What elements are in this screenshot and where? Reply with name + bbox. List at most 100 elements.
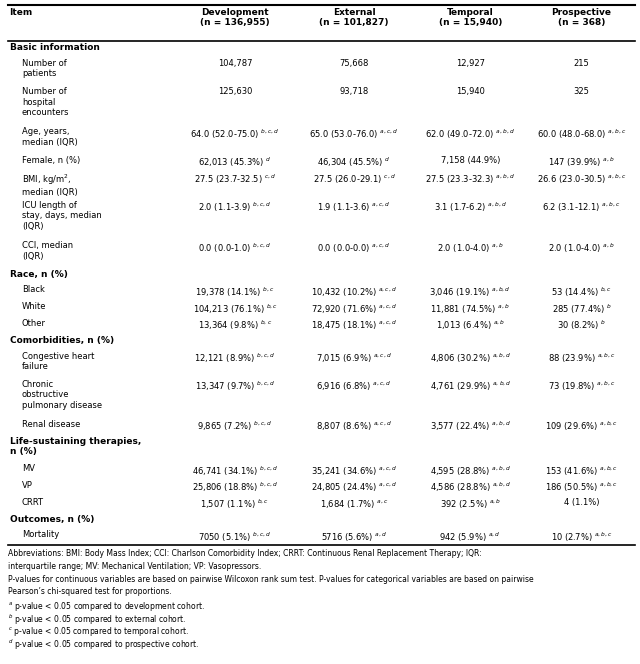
Text: 27.5 (23.3-32.3) $^{a,b,d}$: 27.5 (23.3-32.3) $^{a,b,d}$	[425, 173, 515, 186]
Text: 25,806 (18.8%) $^{b,c,d}$: 25,806 (18.8%) $^{b,c,d}$	[192, 481, 278, 495]
Text: 65.0 (53.0-76.0) $^{a,c,d}$: 65.0 (53.0-76.0) $^{a,c,d}$	[310, 127, 399, 141]
Text: MV: MV	[22, 464, 35, 473]
Text: 0.0 (0.0-0.0) $^{a,c,d}$: 0.0 (0.0-0.0) $^{a,c,d}$	[317, 241, 391, 254]
Text: 10,432 (10.2%) $^{a,c,d}$: 10,432 (10.2%) $^{a,c,d}$	[311, 286, 397, 299]
Text: BMI, kg/m$^{2}$,
median (IQR): BMI, kg/m$^{2}$, median (IQR)	[22, 173, 77, 197]
Text: Other: Other	[22, 319, 46, 328]
Text: Female, n (%): Female, n (%)	[22, 156, 80, 165]
Text: 18,475 (18.1%) $^{a,c,d}$: 18,475 (18.1%) $^{a,c,d}$	[311, 319, 397, 333]
Text: 27.5 (23.7-32.5) $^{c,d}$: 27.5 (23.7-32.5) $^{c,d}$	[194, 173, 276, 186]
Text: ICU length of
stay, days, median
(IQR): ICU length of stay, days, median (IQR)	[22, 201, 102, 231]
Text: 75,668: 75,668	[340, 58, 369, 68]
Text: P-values for continuous variables are based on pairwise Wilcoxon rank sum test. : P-values for continuous variables are ba…	[8, 574, 533, 584]
Text: 9,865 (7.2%) $^{b,c,d}$: 9,865 (7.2%) $^{b,c,d}$	[197, 420, 273, 434]
Text: Comorbidities, n (%): Comorbidities, n (%)	[10, 336, 114, 345]
Text: 4 (1.1%): 4 (1.1%)	[564, 498, 599, 507]
Text: Life-sustaining therapies,
n (%): Life-sustaining therapies, n (%)	[10, 437, 141, 456]
Text: 30 (8.2%) $^{b}$: 30 (8.2%) $^{b}$	[557, 319, 606, 333]
Text: CCI, median
(IQR): CCI, median (IQR)	[22, 241, 73, 260]
Text: $^{a}$ p-value < 0.05 compared to development cohort.: $^{a}$ p-value < 0.05 compared to develo…	[8, 600, 205, 613]
Text: 27.5 (26.0-29.1) $^{c,d}$: 27.5 (26.0-29.1) $^{c,d}$	[313, 173, 396, 186]
Text: 186 (50.5%) $^{a,b,c}$: 186 (50.5%) $^{a,b,c}$	[545, 481, 618, 495]
Text: 13,347 (9.7%) $^{b,c,d}$: 13,347 (9.7%) $^{b,c,d}$	[195, 380, 275, 393]
Text: 125,630: 125,630	[218, 87, 252, 96]
Text: 62,013 (45.3%) $^{d}$: 62,013 (45.3%) $^{d}$	[198, 156, 272, 169]
Text: External
(n = 101,827): External (n = 101,827)	[319, 8, 389, 27]
Text: Abbreviations: BMI: Body Mass Index; CCI: Charlson Comorbidity Index; CRRT: Cont: Abbreviations: BMI: Body Mass Index; CCI…	[8, 549, 481, 558]
Text: 72,920 (71.6%) $^{a,c,d}$: 72,920 (71.6%) $^{a,c,d}$	[311, 302, 397, 315]
Text: Basic information: Basic information	[10, 43, 99, 52]
Text: 19,378 (14.1%) $^{b,c}$: 19,378 (14.1%) $^{b,c}$	[195, 286, 275, 299]
Text: 6,916 (6.8%) $^{a,c,d}$: 6,916 (6.8%) $^{a,c,d}$	[316, 380, 392, 393]
Text: Item: Item	[10, 8, 33, 17]
Text: 104,787: 104,787	[218, 58, 252, 68]
Text: Outcomes, n (%): Outcomes, n (%)	[10, 515, 94, 524]
Text: Prospective
(n = 368): Prospective (n = 368)	[552, 8, 612, 27]
Text: 1,507 (1.1%) $^{b,c}$: 1,507 (1.1%) $^{b,c}$	[200, 498, 269, 511]
Text: 8,807 (8.6%) $^{a,c,d}$: 8,807 (8.6%) $^{a,c,d}$	[316, 420, 392, 434]
Text: 7050 (5.1%) $^{b,c,d}$: 7050 (5.1%) $^{b,c,d}$	[198, 531, 271, 544]
Text: 285 (77.4%) $^{b}$: 285 (77.4%) $^{b}$	[552, 302, 611, 315]
Text: 215: 215	[573, 58, 589, 68]
Text: 109 (29.6%) $^{a,b,c}$: 109 (29.6%) $^{a,b,c}$	[545, 420, 618, 434]
Text: 26.6 (23.0-30.5) $^{a,b,c}$: 26.6 (23.0-30.5) $^{a,b,c}$	[537, 173, 627, 186]
Text: 4,595 (28.8%) $^{a,b,d}$: 4,595 (28.8%) $^{a,b,d}$	[430, 464, 511, 477]
Text: 88 (23.9%) $^{a,b,c}$: 88 (23.9%) $^{a,b,c}$	[548, 351, 616, 365]
Text: 147 (39.9%) $^{a,b}$: 147 (39.9%) $^{a,b}$	[548, 156, 615, 169]
Text: Number of
patients: Number of patients	[22, 58, 67, 78]
Text: 942 (5.9%) $^{a,d}$: 942 (5.9%) $^{a,d}$	[440, 531, 501, 544]
Text: 12,927: 12,927	[456, 58, 484, 68]
Text: 104,213 (76.1%) $^{b,c}$: 104,213 (76.1%) $^{b,c}$	[193, 302, 278, 315]
Text: 2.0 (1.0-4.0) $^{a,b}$: 2.0 (1.0-4.0) $^{a,b}$	[548, 241, 615, 254]
Text: Number of
hospital
encounters: Number of hospital encounters	[22, 87, 69, 117]
Text: CRRT: CRRT	[22, 498, 44, 507]
Text: $^{c}$ p-value < 0.05 compared to temporal cohort.: $^{c}$ p-value < 0.05 compared to tempor…	[8, 625, 188, 638]
Text: Development
(n = 136,955): Development (n = 136,955)	[200, 8, 270, 27]
Text: 53 (14.4%) $^{b,c}$: 53 (14.4%) $^{b,c}$	[551, 286, 612, 299]
Text: Mortality: Mortality	[22, 531, 59, 539]
Text: Race, n (%): Race, n (%)	[10, 270, 67, 279]
Text: Black: Black	[22, 286, 45, 294]
Text: Renal disease: Renal disease	[22, 420, 80, 429]
Text: 4,806 (30.2%) $^{a,b,d}$: 4,806 (30.2%) $^{a,b,d}$	[429, 351, 511, 365]
Text: 4,586 (28.8%) $^{a,b,d}$: 4,586 (28.8%) $^{a,b,d}$	[429, 481, 511, 495]
Text: 62.0 (49.0-72.0) $^{a,b,d}$: 62.0 (49.0-72.0) $^{a,b,d}$	[425, 127, 515, 141]
Text: 15,940: 15,940	[456, 87, 484, 96]
Text: 3.1 (1.7-6.2) $^{a,b,d}$: 3.1 (1.7-6.2) $^{a,b,d}$	[434, 201, 507, 214]
Text: 7,158 (44.9%): 7,158 (44.9%)	[440, 156, 500, 165]
Text: 392 (2.5%) $^{a,b}$: 392 (2.5%) $^{a,b}$	[440, 498, 501, 511]
Text: 3,046 (19.1%) $^{a,b,d}$: 3,046 (19.1%) $^{a,b,d}$	[429, 286, 511, 299]
Text: 2.0 (1.0-4.0) $^{a,b}$: 2.0 (1.0-4.0) $^{a,b}$	[436, 241, 504, 254]
Text: VP: VP	[22, 481, 33, 490]
Text: 10 (2.7%) $^{a,b,c}$: 10 (2.7%) $^{a,b,c}$	[550, 531, 612, 544]
Text: Age, years,
median (IQR): Age, years, median (IQR)	[22, 127, 77, 147]
Text: 11,881 (74.5%) $^{a,b}$: 11,881 (74.5%) $^{a,b}$	[430, 302, 510, 315]
Text: 0.0 (0.0-1.0) $^{b,c,d}$: 0.0 (0.0-1.0) $^{b,c,d}$	[198, 241, 272, 254]
Text: 60.0 (48.0-68.0) $^{a,b,c}$: 60.0 (48.0-68.0) $^{a,b,c}$	[537, 127, 627, 141]
Text: 153 (41.6%) $^{a,b,c}$: 153 (41.6%) $^{a,b,c}$	[545, 464, 618, 477]
Text: 3,577 (22.4%) $^{a,b,d}$: 3,577 (22.4%) $^{a,b,d}$	[430, 420, 511, 434]
Text: 13,364 (9.8%) $^{b,c}$: 13,364 (9.8%) $^{b,c}$	[198, 319, 272, 333]
Text: Congestive heart
failure: Congestive heart failure	[22, 351, 94, 371]
Text: 6.2 (3.1-12.1) $^{a,b,c}$: 6.2 (3.1-12.1) $^{a,b,c}$	[543, 201, 621, 214]
Text: 5716 (5.6%) $^{a,d}$: 5716 (5.6%) $^{a,d}$	[321, 531, 387, 544]
Text: 1.9 (1.1-3.6) $^{a,c,d}$: 1.9 (1.1-3.6) $^{a,c,d}$	[317, 201, 391, 214]
Text: interquartile range; MV: Mechanical Ventilation; VP: Vasopressors.: interquartile range; MV: Mechanical Vent…	[8, 562, 261, 571]
Text: 46,741 (34.1%) $^{b,c,d}$: 46,741 (34.1%) $^{b,c,d}$	[192, 464, 278, 477]
Text: 4,761 (29.9%) $^{a,b,d}$: 4,761 (29.9%) $^{a,b,d}$	[429, 380, 511, 393]
Text: $^{d}$ p-value < 0.05 compared to prospective cohort.: $^{d}$ p-value < 0.05 compared to prospe…	[8, 637, 199, 652]
Text: 46,304 (45.5%) $^{d}$: 46,304 (45.5%) $^{d}$	[317, 156, 391, 169]
Text: 325: 325	[573, 87, 589, 96]
Text: 93,718: 93,718	[340, 87, 369, 96]
Text: 1,013 (6.4%) $^{a,b}$: 1,013 (6.4%) $^{a,b}$	[436, 319, 505, 333]
Text: 2.0 (1.1-3.9) $^{b,c,d}$: 2.0 (1.1-3.9) $^{b,c,d}$	[198, 201, 272, 214]
Text: 7,015 (6.9%) $^{a,c,d}$: 7,015 (6.9%) $^{a,c,d}$	[316, 351, 392, 365]
Text: 64.0 (52.0-75.0) $^{b,c,d}$: 64.0 (52.0-75.0) $^{b,c,d}$	[190, 127, 280, 141]
Text: 24,805 (24.4%) $^{a,c,d}$: 24,805 (24.4%) $^{a,c,d}$	[311, 481, 397, 495]
Text: 35,241 (34.6%) $^{a,c,d}$: 35,241 (34.6%) $^{a,c,d}$	[311, 464, 397, 477]
Text: 12,121 (8.9%) $^{b,c,d}$: 12,121 (8.9%) $^{b,c,d}$	[195, 351, 276, 365]
Text: White: White	[22, 302, 46, 311]
Text: Pearson’s chi-squared test for proportions.: Pearson’s chi-squared test for proportio…	[8, 587, 172, 596]
Text: 73 (19.8%) $^{a,b,c}$: 73 (19.8%) $^{a,b,c}$	[548, 380, 615, 393]
Text: Chronic
obstructive
pulmonary disease: Chronic obstructive pulmonary disease	[22, 380, 102, 410]
